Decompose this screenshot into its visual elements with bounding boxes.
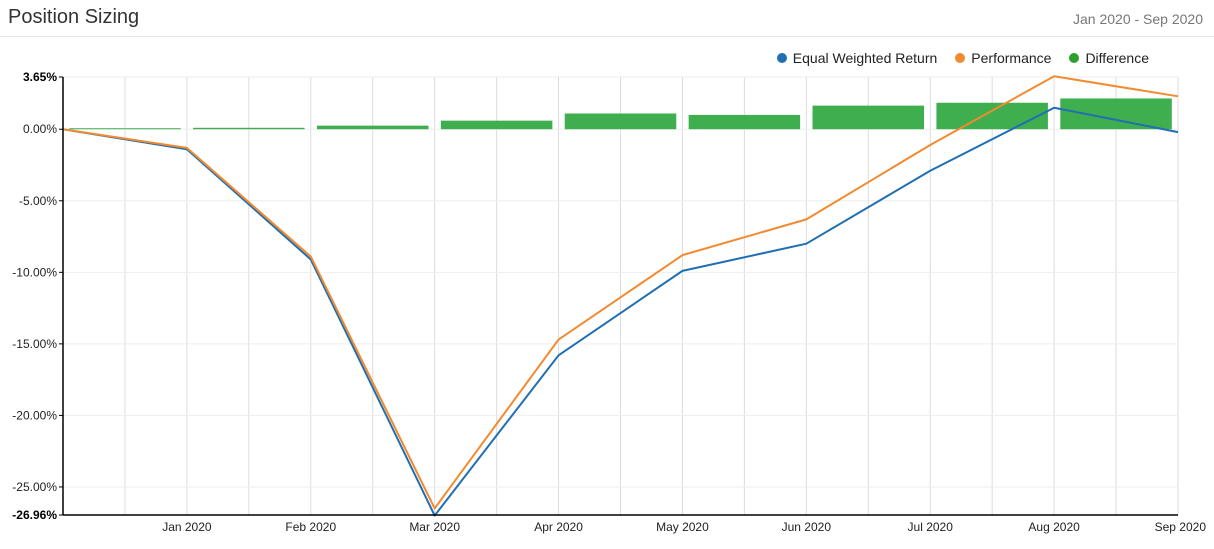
legend-item-difference[interactable]: Difference [1069, 50, 1149, 66]
chart-grid [62, 76, 1179, 516]
chart-axes [62, 77, 1178, 516]
difference-bars [69, 98, 1172, 130]
y-tick-label: 0.00% [23, 122, 57, 136]
difference-bar [564, 113, 677, 130]
legend-item-equal-weighted-return[interactable]: Equal Weighted Return [776, 50, 938, 66]
difference-bar [316, 125, 429, 130]
x-tick-label: Sep 2020 [1155, 520, 1207, 534]
x-tick-label: Apr 2020 [534, 520, 583, 534]
difference-bar [193, 127, 305, 130]
series-line-equal-weighted-return [62, 106, 1179, 517]
difference-bar [440, 120, 553, 130]
y-tick-label: -15.00% [12, 337, 57, 351]
x-tick-label: Jun 2020 [782, 520, 832, 534]
y-tick-label: 3.65% [23, 70, 57, 84]
y-tick-label: -20.00% [12, 408, 57, 422]
legend-label: Equal Weighted Return [792, 50, 938, 66]
x-tick-label: May 2020 [656, 520, 709, 534]
legend-dot-icon [955, 53, 966, 63]
y-tick-label: -10.00% [12, 265, 57, 279]
date-range-label: Jan 2020 - Sep 2020 [1073, 11, 1203, 27]
y-tick-label: -26.96% [12, 508, 57, 522]
chart-lines [62, 75, 1179, 517]
difference-bar [1060, 98, 1172, 130]
y-tick-label: -25.00% [12, 480, 57, 494]
difference-bar [69, 128, 181, 130]
legend-dot-icon [776, 53, 787, 63]
chart-header: Position Sizing Jan 2020 - Sep 2020 [0, 0, 1214, 37]
x-tick-label: Aug 2020 [1028, 520, 1080, 534]
chart-title: Position Sizing [8, 6, 140, 28]
x-axis-ticks: Jan 2020 Feb 2020 Mar 2020 Apr 2020 May 2020… [162, 520, 1206, 534]
series-line-performance [62, 75, 1179, 510]
difference-bar [936, 102, 1048, 130]
y-axis-ticks: 3.65% 0.00% -5.00% -10.00% -15.00% -20.00% -25… [12, 70, 63, 522]
difference-bar [812, 105, 925, 130]
x-tick-label: Jan 2020 [162, 520, 212, 534]
legend-dot-icon [1069, 53, 1080, 63]
x-tick-label: Feb 2020 [285, 520, 336, 534]
chart-legend: Equal Weighted Return Performance Differ… [776, 50, 1149, 66]
x-tick-label: Jul 2020 [908, 520, 954, 534]
legend-label: Performance [971, 50, 1052, 66]
legend-item-performance[interactable]: Performance [955, 50, 1051, 66]
x-tick-label: Mar 2020 [409, 520, 460, 534]
difference-bar [688, 114, 801, 130]
y-tick-label: -5.00% [19, 194, 57, 208]
legend-label: Difference [1085, 50, 1149, 66]
